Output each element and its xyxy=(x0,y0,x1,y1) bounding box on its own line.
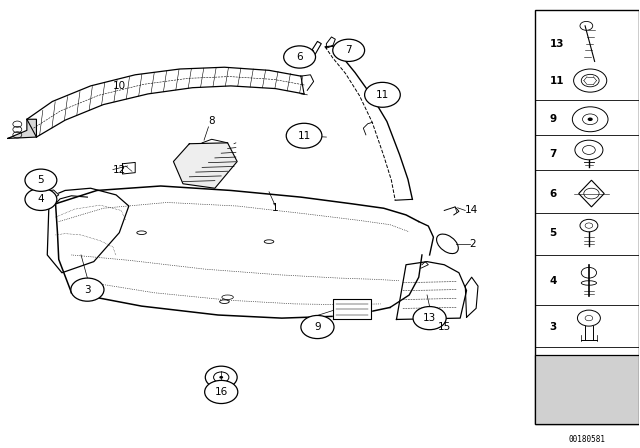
Polygon shape xyxy=(333,299,371,319)
Text: 9: 9 xyxy=(314,322,321,332)
Text: 7: 7 xyxy=(346,45,352,55)
Polygon shape xyxy=(47,188,129,273)
Polygon shape xyxy=(8,119,36,138)
Text: 6: 6 xyxy=(296,52,303,62)
Text: 1: 1 xyxy=(272,203,279,213)
Text: 5: 5 xyxy=(38,175,44,185)
Text: 11: 11 xyxy=(298,131,310,141)
Ellipse shape xyxy=(264,240,274,243)
Text: 4: 4 xyxy=(38,194,44,204)
Polygon shape xyxy=(173,143,237,188)
Text: 11: 11 xyxy=(549,76,564,86)
Text: 5: 5 xyxy=(549,228,557,238)
Text: 12: 12 xyxy=(113,164,126,175)
Text: 3: 3 xyxy=(549,322,557,332)
Polygon shape xyxy=(122,163,135,174)
Text: 15: 15 xyxy=(438,322,451,332)
Text: 9: 9 xyxy=(549,114,557,124)
Circle shape xyxy=(205,380,238,404)
Ellipse shape xyxy=(137,231,147,234)
Text: 4: 4 xyxy=(549,276,557,286)
Circle shape xyxy=(365,82,400,107)
Circle shape xyxy=(413,306,446,330)
Text: 10: 10 xyxy=(113,81,126,91)
Text: 14: 14 xyxy=(465,206,479,215)
Circle shape xyxy=(220,376,223,379)
Polygon shape xyxy=(43,190,59,199)
Circle shape xyxy=(284,46,316,68)
Circle shape xyxy=(588,117,593,121)
Circle shape xyxy=(25,169,57,191)
Polygon shape xyxy=(326,37,335,48)
Text: 3: 3 xyxy=(84,284,91,295)
Circle shape xyxy=(333,39,365,61)
Bar xyxy=(536,355,639,424)
Circle shape xyxy=(286,123,322,148)
Text: 2: 2 xyxy=(470,239,476,249)
Text: 13: 13 xyxy=(549,39,564,49)
Polygon shape xyxy=(465,277,478,317)
Text: 16: 16 xyxy=(214,387,228,397)
Circle shape xyxy=(71,278,104,301)
Text: 13: 13 xyxy=(423,313,436,323)
Ellipse shape xyxy=(220,300,229,303)
Text: 00180581: 00180581 xyxy=(568,435,605,444)
Text: 7: 7 xyxy=(549,149,557,159)
Circle shape xyxy=(25,188,57,211)
Circle shape xyxy=(301,315,334,339)
Text: 6: 6 xyxy=(549,189,557,198)
Polygon shape xyxy=(396,262,467,319)
Circle shape xyxy=(205,366,237,388)
Text: 11: 11 xyxy=(376,90,389,100)
Polygon shape xyxy=(312,41,321,57)
Text: 8: 8 xyxy=(209,116,215,126)
